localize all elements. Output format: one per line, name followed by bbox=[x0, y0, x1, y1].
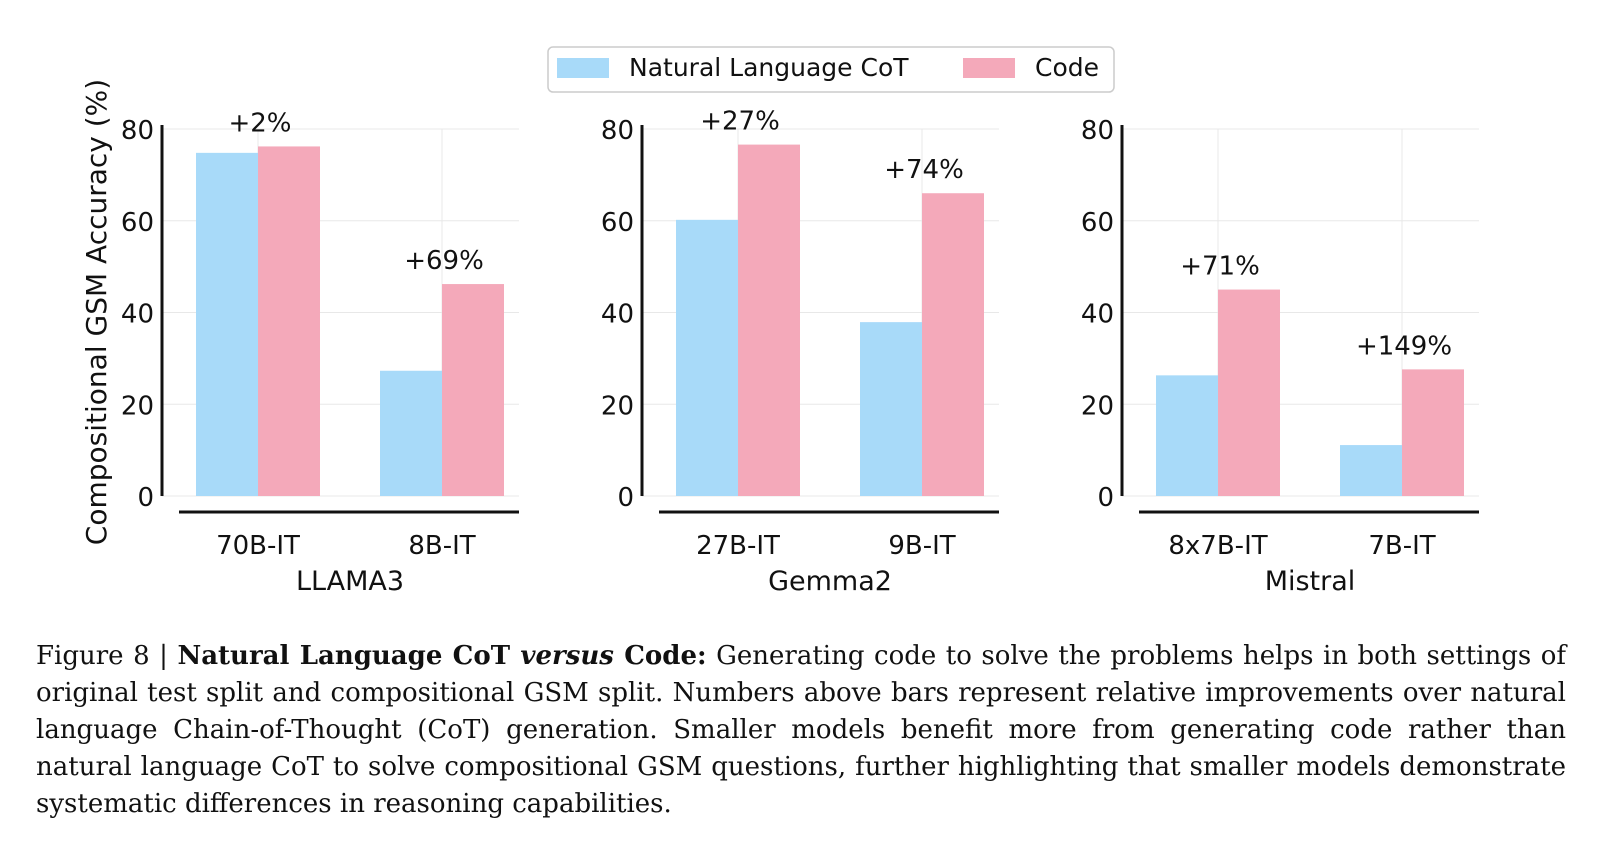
bar-nl-9b-it bbox=[860, 322, 922, 496]
bar-annotation: +74% bbox=[884, 155, 964, 185]
bar-annotation: +27% bbox=[700, 107, 780, 137]
figure-chart: +2% 70B-IT +69% 8B-IT 0 20 40 60 80 LLAMA3 +27% 27B… bbox=[80, 46, 1479, 597]
legend: Natural Language CoT Code bbox=[547, 46, 1115, 93]
x-tick-label: 9B-IT bbox=[888, 531, 955, 561]
y-tick-label: 40 bbox=[121, 300, 154, 330]
panel-mistral: +71% 8x7B-IT +149% 7B-IT 0 20 40 60 80 Mistral bbox=[1081, 116, 1479, 597]
x-tick-label: 8B-IT bbox=[408, 531, 475, 561]
x-tick-label: 8x7B-IT bbox=[1168, 531, 1267, 561]
bar-code-70b-it bbox=[258, 146, 320, 496]
legend-label-nl: Natural Language CoT bbox=[629, 53, 909, 82]
bar-annotation: +149% bbox=[1356, 331, 1452, 361]
caption-italic: versus bbox=[520, 641, 614, 671]
y-tick-label: 60 bbox=[121, 208, 154, 238]
y-tick-label: 60 bbox=[1081, 208, 1114, 238]
bar-nl-8x7b-it bbox=[1156, 375, 1218, 496]
bar-annotation: +69% bbox=[404, 246, 484, 276]
legend-label-code: Code bbox=[1035, 53, 1099, 82]
bar-nl-8b-it bbox=[380, 370, 442, 496]
bar-nl-27b-it bbox=[676, 219, 738, 496]
figure-caption: Figure 8 | Natural Language CoT versus C… bbox=[36, 638, 1566, 823]
bar-nl-7b-it bbox=[1340, 445, 1402, 496]
bar-nl-70b-it bbox=[196, 152, 258, 497]
y-tick-label: 80 bbox=[601, 116, 634, 146]
y-tick-label: 20 bbox=[121, 391, 154, 421]
bar-annotation: +71% bbox=[1180, 252, 1260, 282]
group-label: Mistral bbox=[1265, 566, 1356, 597]
y-tick-label: 0 bbox=[137, 483, 154, 513]
y-tick-label: 80 bbox=[1081, 116, 1114, 146]
group-label: Gemma2 bbox=[768, 566, 892, 597]
bar-code-8x7b-it bbox=[1218, 289, 1280, 496]
y-tick-label: 0 bbox=[617, 483, 634, 513]
x-tick-label: 7B-IT bbox=[1368, 531, 1435, 561]
legend-swatch-code bbox=[963, 58, 1015, 78]
group-label: LLAMA3 bbox=[296, 566, 404, 597]
x-tick-label: 70B-IT bbox=[216, 531, 300, 561]
y-tick-label: 20 bbox=[601, 391, 634, 421]
x-tick-label: 27B-IT bbox=[696, 531, 780, 561]
bar-code-8b-it bbox=[442, 284, 504, 496]
bar-code-9b-it bbox=[922, 193, 984, 496]
y-axis-label: Compositional GSM Accuracy (%) bbox=[80, 79, 113, 545]
y-tick-label: 40 bbox=[1081, 300, 1114, 330]
y-tick-label: 20 bbox=[1081, 391, 1114, 421]
panel-gemma2: +27% 27B-IT +74% 9B-IT 0 20 40 60 80 Gemma2 bbox=[601, 107, 999, 597]
caption-text: Generating code to solve the problems he… bbox=[36, 641, 1567, 819]
caption-label: Figure 8 | bbox=[36, 641, 178, 671]
legend-swatch-nl bbox=[557, 58, 609, 78]
y-tick-label: 80 bbox=[121, 116, 154, 146]
caption-bold-2: Code: bbox=[613, 641, 707, 671]
caption-bold-1: Natural Language CoT bbox=[177, 641, 521, 671]
y-tick-label: 60 bbox=[601, 208, 634, 238]
bar-code-7b-it bbox=[1402, 369, 1464, 496]
bar-annotation: +2% bbox=[228, 108, 291, 138]
y-tick-label: 40 bbox=[601, 300, 634, 330]
panel-llama3: +2% 70B-IT +69% 8B-IT 0 20 40 60 80 LLAMA3 bbox=[121, 108, 519, 597]
y-tick-label: 0 bbox=[1097, 483, 1114, 513]
bar-code-27b-it bbox=[738, 144, 800, 496]
